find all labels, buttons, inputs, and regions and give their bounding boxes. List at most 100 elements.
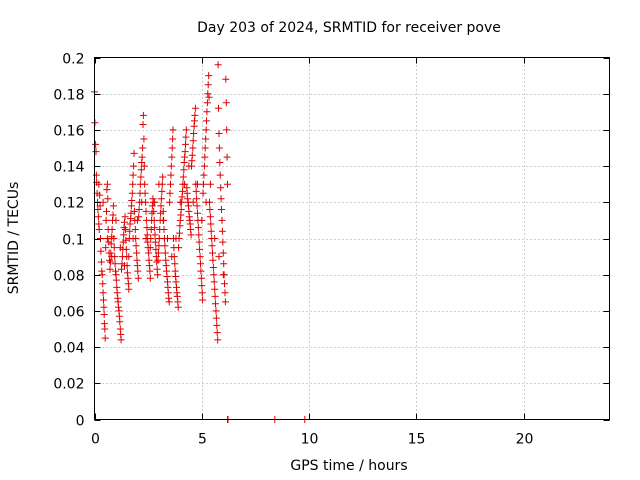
- data-point: [125, 285, 133, 293]
- data-point: [223, 153, 231, 161]
- data-point: [107, 240, 115, 248]
- x-axis: 0 5 10 15 20: [91, 57, 533, 448]
- data-point: [96, 191, 104, 199]
- data-point: [99, 289, 107, 297]
- data-point: [199, 189, 207, 197]
- data-point: [137, 166, 145, 174]
- data-point: [224, 180, 231, 188]
- data-point: [200, 162, 208, 170]
- data-point: [206, 213, 214, 221]
- data-point: [177, 206, 185, 213]
- data-point: [142, 207, 150, 215]
- data-point: [179, 187, 186, 195]
- data-point: [219, 271, 227, 279]
- data-point: [92, 148, 100, 156]
- data-point: [214, 336, 222, 344]
- data-point: [140, 162, 148, 170]
- data-point: [169, 135, 177, 143]
- y-tick-label: 0.04: [53, 341, 84, 357]
- data-point: [146, 274, 154, 282]
- data-point: [204, 81, 212, 89]
- data-point: [150, 216, 158, 224]
- data-point: [201, 144, 209, 152]
- data-point: [200, 171, 208, 179]
- data-point: [172, 235, 180, 242]
- data-point: [200, 180, 207, 188]
- data-point: [215, 144, 223, 152]
- x-axis-title: GPS time / hours: [290, 458, 407, 474]
- data-point: [212, 300, 219, 308]
- data-point: [133, 216, 141, 224]
- data-point: [168, 253, 176, 261]
- data-point: [95, 180, 103, 188]
- data-point: [212, 314, 220, 322]
- data-point: [182, 126, 190, 134]
- data-point: [218, 216, 226, 224]
- data-points: [91, 61, 309, 423]
- data-point: [108, 253, 116, 261]
- data-point: [159, 207, 167, 215]
- y-tick-label: 0.08: [53, 269, 84, 285]
- data-point: [127, 209, 135, 217]
- data-point: [103, 180, 111, 188]
- data-point: [194, 209, 201, 217]
- data-point: [151, 231, 159, 239]
- data-point: [221, 280, 228, 288]
- data-point: [167, 171, 175, 179]
- data-point: [128, 189, 136, 197]
- data-point: [132, 242, 140, 250]
- data-point: [155, 242, 163, 250]
- data-point: [139, 144, 147, 152]
- data-point: [148, 209, 156, 217]
- data-point: [94, 213, 102, 221]
- data-point: [101, 325, 109, 333]
- data-point: [97, 258, 105, 266]
- data-point: [215, 130, 223, 137]
- data-point: [216, 171, 224, 179]
- x-tick-label: 5: [198, 432, 207, 448]
- data-point: [109, 202, 117, 210]
- data-point: [164, 235, 171, 242]
- data-point: [217, 184, 225, 192]
- data-point: [195, 238, 203, 246]
- data-point: [193, 202, 201, 210]
- data-point: [175, 244, 183, 252]
- data-point: [140, 135, 148, 143]
- data-point: [129, 171, 137, 179]
- data-point: [147, 226, 155, 233]
- data-point: [102, 216, 110, 224]
- data-point: [151, 198, 159, 206]
- data-point: [157, 195, 165, 203]
- data-point: [181, 148, 189, 156]
- data-point: [202, 126, 210, 134]
- data-point: [202, 198, 210, 206]
- grid: [94, 57, 610, 420]
- data-point: [143, 224, 151, 232]
- data-point: [207, 227, 215, 235]
- data-point: [121, 226, 129, 233]
- data-point: [129, 235, 137, 242]
- data-point: [98, 271, 106, 279]
- data-point: [191, 111, 199, 119]
- data-point: [161, 242, 169, 250]
- data-point: [143, 231, 151, 239]
- data-point: [154, 271, 162, 279]
- data-point: [100, 311, 108, 318]
- data-point: [117, 336, 125, 344]
- data-point: [96, 202, 104, 210]
- y-tick-label: 0.2: [62, 52, 84, 68]
- data-point: [198, 289, 206, 297]
- data-point: [219, 238, 227, 246]
- data-point: [160, 226, 168, 233]
- data-point: [138, 198, 146, 206]
- data-point: [138, 153, 146, 161]
- data-point: [189, 137, 197, 145]
- data-point: [185, 162, 193, 170]
- data-point: [134, 274, 142, 282]
- data-point: [223, 126, 231, 134]
- data-point: [176, 229, 183, 237]
- data-point: [179, 173, 187, 181]
- data-point: [209, 256, 217, 264]
- data-point: [161, 249, 169, 257]
